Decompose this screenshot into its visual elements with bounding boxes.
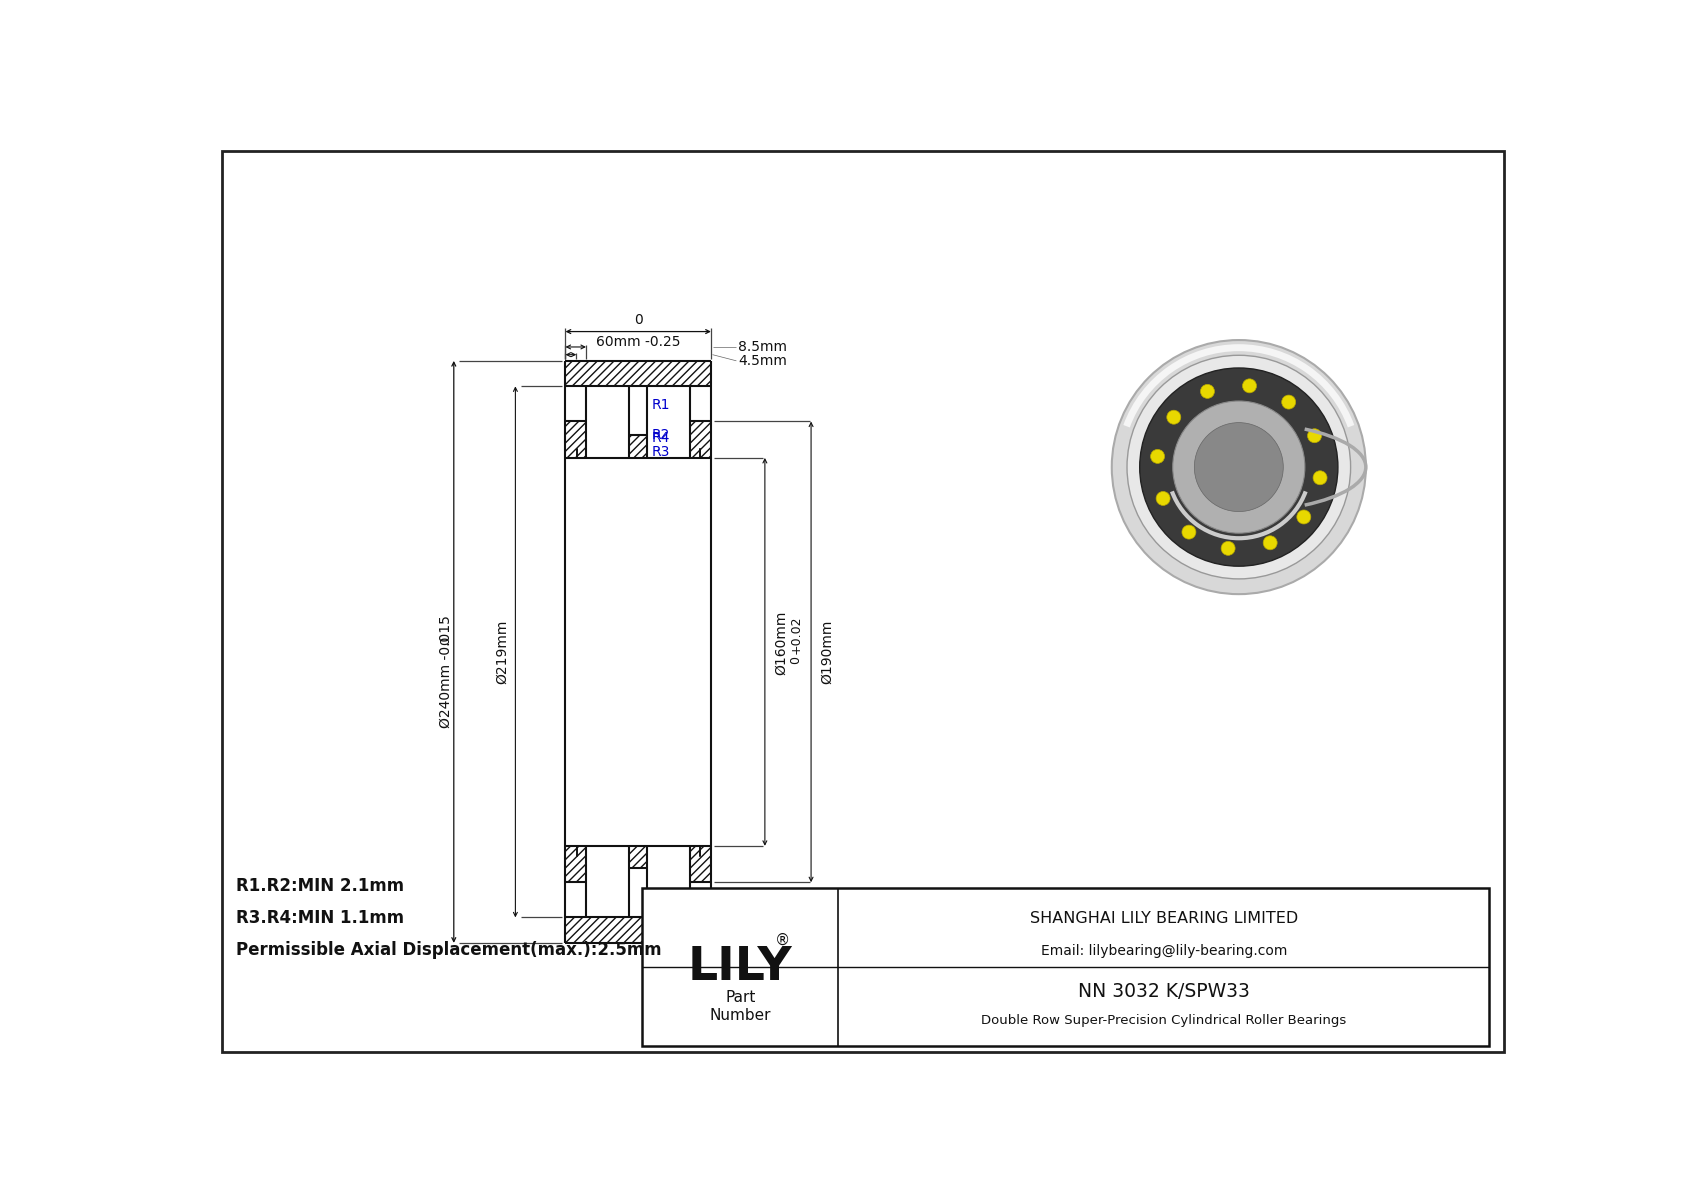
Text: R4: R4 xyxy=(652,431,670,445)
Text: R1: R1 xyxy=(652,398,670,412)
Text: Ø190mm: Ø190mm xyxy=(820,619,834,684)
Text: R1.R2:MIN 2.1mm: R1.R2:MIN 2.1mm xyxy=(236,877,404,894)
Polygon shape xyxy=(566,422,586,457)
Circle shape xyxy=(1243,379,1256,393)
Text: Permissible Axial Displacement(max.):2.5mm: Permissible Axial Displacement(max.):2.5… xyxy=(236,941,662,960)
Text: 0: 0 xyxy=(633,313,643,328)
Circle shape xyxy=(1201,385,1214,398)
Polygon shape xyxy=(690,846,711,883)
Circle shape xyxy=(1150,449,1165,463)
Polygon shape xyxy=(566,361,711,386)
Polygon shape xyxy=(630,846,647,868)
Text: SHANGHAI LILY BEARING LIMITED: SHANGHAI LILY BEARING LIMITED xyxy=(1029,911,1298,925)
Circle shape xyxy=(1111,341,1366,594)
Text: Double Row Super-Precision Cylindrical Roller Bearings: Double Row Super-Precision Cylindrical R… xyxy=(982,1014,1347,1027)
Text: Email: lilybearing@lily-bearing.com: Email: lilybearing@lily-bearing.com xyxy=(1041,944,1287,959)
Bar xyxy=(642,888,1489,1046)
Text: +0.02: +0.02 xyxy=(790,616,803,654)
Text: Ø219mm: Ø219mm xyxy=(495,619,509,684)
Circle shape xyxy=(1157,492,1170,505)
Text: R2: R2 xyxy=(652,428,670,442)
Circle shape xyxy=(1221,542,1234,555)
Polygon shape xyxy=(566,846,586,883)
Circle shape xyxy=(1297,510,1310,524)
Polygon shape xyxy=(566,917,711,943)
Text: 8.5mm: 8.5mm xyxy=(738,339,786,354)
Circle shape xyxy=(1263,536,1276,550)
Circle shape xyxy=(1314,470,1327,485)
Circle shape xyxy=(1172,401,1305,534)
Circle shape xyxy=(1127,355,1351,579)
Text: Ø240mm -0.015: Ø240mm -0.015 xyxy=(438,615,453,728)
Circle shape xyxy=(1307,429,1322,443)
Circle shape xyxy=(1167,410,1180,424)
Text: 4.5mm: 4.5mm xyxy=(738,354,786,368)
Circle shape xyxy=(1282,395,1295,409)
Circle shape xyxy=(1194,423,1283,512)
Text: 0: 0 xyxy=(440,636,451,644)
Text: R3.R4:MIN 1.1mm: R3.R4:MIN 1.1mm xyxy=(236,909,404,927)
Text: 60mm -0.25: 60mm -0.25 xyxy=(596,335,680,349)
Circle shape xyxy=(1182,525,1196,540)
Text: LILY: LILY xyxy=(689,944,793,990)
Polygon shape xyxy=(630,435,647,457)
Text: 0: 0 xyxy=(790,655,803,663)
Text: ®: ® xyxy=(775,933,790,948)
Text: Part
Number: Part Number xyxy=(709,991,771,1023)
Text: Ø160mm: Ø160mm xyxy=(775,611,788,675)
Circle shape xyxy=(1140,368,1337,566)
Bar xyxy=(1078,305,1401,629)
Polygon shape xyxy=(690,422,711,457)
Text: NN 3032 K/SPW33: NN 3032 K/SPW33 xyxy=(1078,981,1250,1000)
Text: R3: R3 xyxy=(652,444,670,459)
